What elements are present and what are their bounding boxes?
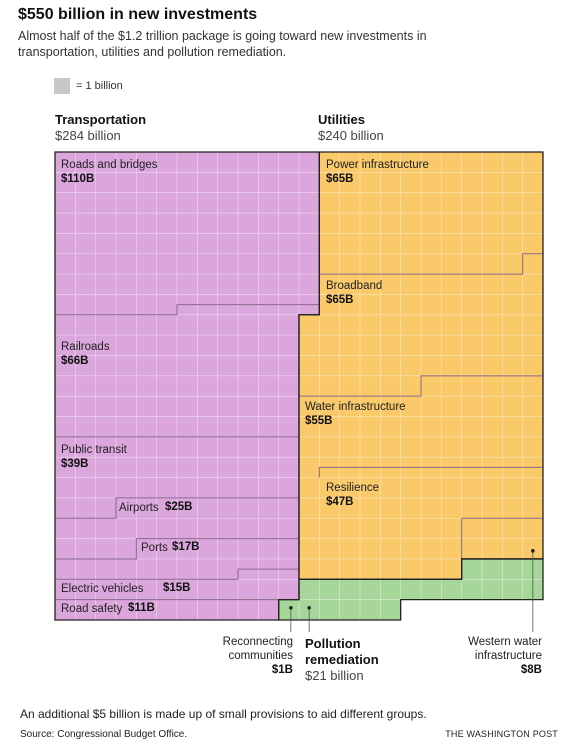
legend-label: = 1 billion — [76, 80, 123, 92]
water-infrastructure-value: $55B — [305, 415, 333, 427]
resilience-value: $47B — [326, 496, 354, 508]
electric-vehicles-value: $15B — [163, 582, 191, 594]
utilities-heading: Utilities — [318, 112, 365, 127]
western-water-leader-dot — [531, 549, 535, 553]
railroads-label: Railroads — [61, 341, 110, 353]
power-infrastructure-value: $65B — [326, 173, 354, 185]
road-safety-value: $11B — [128, 602, 155, 614]
airports-value: $25B — [165, 501, 193, 513]
transportation-heading: Transportation — [55, 112, 147, 127]
western-water-label-2: infrastructure — [474, 650, 542, 662]
resilience-western-divider — [461, 517, 543, 559]
reconnecting-leader-dot — [289, 605, 293, 610]
pollution-heading-2: remediation — [305, 652, 379, 667]
roads-railroads-divider — [55, 304, 320, 316]
public-transit-label: Public transit — [61, 444, 127, 456]
railroads-value: $66B — [61, 355, 89, 367]
pollution-region — [278, 558, 543, 620]
reconnecting-communities-value: $1B — [271, 664, 293, 676]
water-infrastructure-label: Water infrastructure — [305, 401, 406, 413]
pollution-outline — [278, 558, 544, 621]
broadband-water-divider — [299, 375, 543, 397]
legend-swatch — [54, 78, 70, 94]
chart-title: $550 billion in new investments — [18, 6, 258, 23]
airports-ports-divider — [55, 538, 299, 560]
chart-subtitle: Almost half of the $1.2 trillion package… — [18, 29, 427, 59]
source-note: Source: Congressional Budget Office. — [20, 729, 188, 740]
water-resilience-divider — [318, 466, 543, 478]
pollution-heading-1: Pollution — [305, 636, 361, 651]
utilities-total: $240 billion — [318, 128, 384, 143]
transportation-region — [55, 152, 320, 620]
road-safety-label: Road safety — [61, 603, 123, 615]
power-broadband-divider — [319, 253, 543, 275]
broadband-label: Broadband — [326, 280, 383, 292]
pollution-leader-dot — [307, 605, 311, 610]
pollution-total: $21 billion — [305, 668, 364, 683]
transportation-total: $284 billion — [55, 128, 121, 143]
broadband-value: $65B — [326, 294, 354, 306]
airports-label: Airports — [119, 502, 159, 514]
reconnecting-communities-label-2: communities — [228, 650, 293, 662]
ports-label: Ports — [141, 542, 168, 554]
roads-bridges-value: $110B — [61, 173, 95, 185]
credit: THE WASHINGTON POST — [445, 729, 558, 739]
resilience-label: Resilience — [326, 482, 380, 494]
ports-ev-divider — [55, 568, 299, 580]
reconnecting-communities-label-1: Reconnecting — [222, 636, 293, 648]
power-infrastructure-label: Power infrastructure — [326, 159, 429, 171]
western-water-value: $8B — [520, 664, 542, 676]
electric-vehicles-label: Electric vehicles — [61, 583, 144, 595]
public-transit-value: $39B — [61, 458, 89, 470]
western-water-label-1: Western water — [468, 636, 542, 648]
footnote: An additional $5 billion is made up of s… — [20, 707, 427, 721]
ports-value: $17B — [172, 541, 200, 553]
transit-airports-divider — [55, 497, 299, 519]
roads-bridges-label: Roads and bridges — [61, 159, 158, 171]
